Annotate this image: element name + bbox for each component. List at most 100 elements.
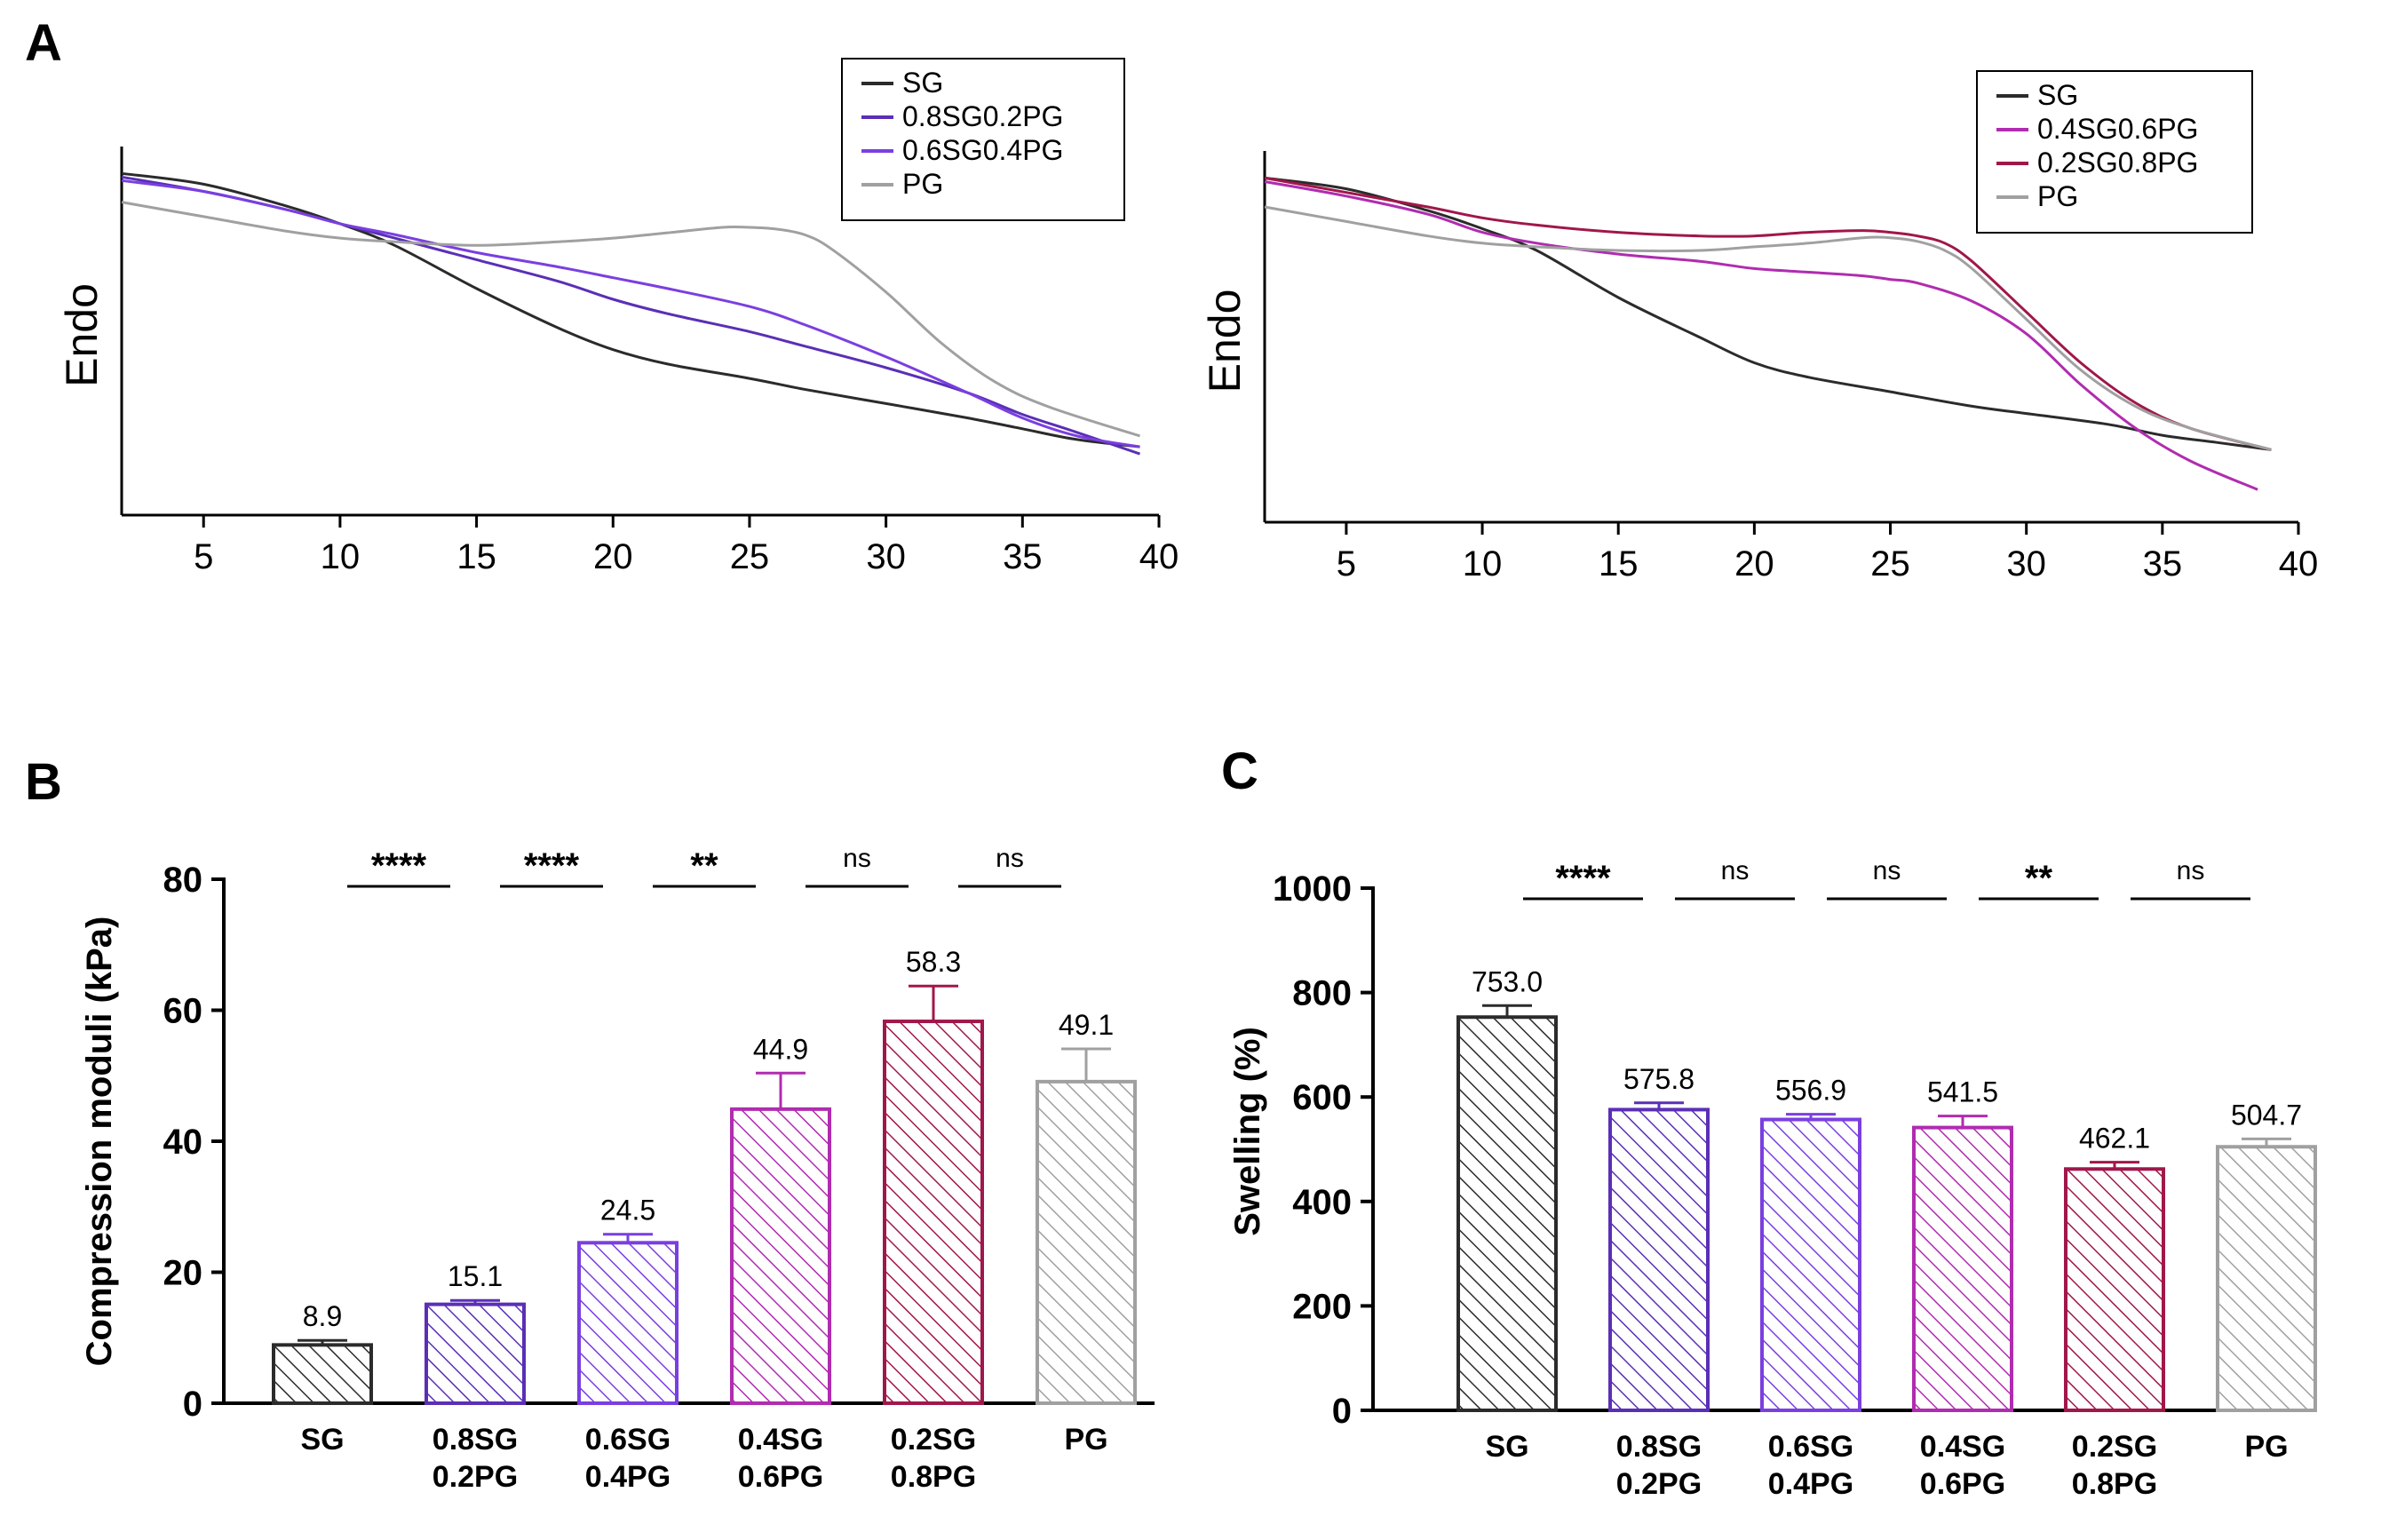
bar-value-label: 556.9 (1775, 1075, 1846, 1107)
legend-entry: 0.8SG0.2PG (902, 100, 1063, 132)
y-axis-label: Endo (1200, 290, 1250, 393)
bar-0.6SG0.4PG (1760, 1117, 1861, 1413)
y-tick-label: 40 (163, 1123, 203, 1162)
series-line-SG (1264, 176, 2272, 451)
significance-label: **** (1555, 859, 1611, 898)
chart-a-left: 5 10 15 20 25 30 35 40 Endo SG0.8SG0.2PG0.6SG0.4P… (57, 58, 1179, 576)
y-tick-label: 200 (1292, 1287, 1352, 1326)
x-tick-label: 30 (2006, 544, 2046, 583)
x-tick-label: 20 (593, 537, 633, 576)
x-tick-label: 5 (1337, 544, 1356, 583)
category-label: 0.2SG (2072, 1430, 2157, 1464)
panel-letter-c: C (1221, 742, 1258, 800)
category-label-line2: 0.6PG (1920, 1467, 2005, 1501)
significance-label: ns (843, 844, 871, 873)
y-axis-label: Endo (57, 283, 107, 387)
legend-entry: PG (902, 168, 943, 200)
series-line-0.4SG0.6PG (1264, 180, 2258, 491)
x-tick-label: 40 (2279, 544, 2319, 583)
bar-0.8SG0.2PG (425, 1302, 526, 1405)
x-tick-label: 35 (2143, 544, 2183, 583)
chart-b-compression: 0 20 40 60 80 Compression moduli (kPa) 8.9 SG 15… (80, 844, 1155, 1494)
y-tick-label: 80 (163, 861, 203, 900)
legend-entry: SG (902, 67, 943, 99)
bar-value-label: 24.5 (600, 1195, 655, 1226)
significance-label: ns (2177, 856, 2205, 885)
bar-SG (1456, 1015, 1558, 1412)
y-axis-label: Compression moduli (kPa) (80, 917, 119, 1367)
x-tick-label: 15 (1599, 544, 1639, 583)
category-label: 0.4SG (1920, 1430, 2005, 1464)
series-line-PG (121, 201, 1140, 438)
bar-value-label: 753.0 (1472, 965, 1543, 997)
category-label: 0.6SG (585, 1423, 671, 1457)
significance-label: **** (371, 846, 427, 885)
category-label-line2: 0.4PG (585, 1460, 671, 1494)
y-tick-label: 0 (1332, 1392, 1352, 1431)
significance-label: ** (2025, 859, 2053, 898)
legend-entry: 0.2SG0.8PG (2037, 147, 2198, 179)
bar-value-label: 575.8 (1623, 1063, 1694, 1095)
significance-label: ns (1721, 856, 1750, 885)
category-label: 0.8SG (1616, 1430, 1702, 1464)
bar-value-label: 462.1 (2079, 1123, 2150, 1155)
significance-label: ns (1873, 856, 1901, 885)
series-line-PG (1264, 205, 2272, 451)
y-tick-label: 60 (163, 992, 203, 1031)
legend-box (1976, 70, 2253, 234)
category-label: 0.8SG (433, 1423, 518, 1457)
bar-value-label: 504.7 (2231, 1099, 2302, 1131)
legend-entry: SG (2037, 79, 2078, 111)
series-line-0.6SG0.4PG (121, 179, 1140, 449)
category-label-line2: 0.8PG (2072, 1467, 2157, 1501)
significance-label: **** (524, 846, 580, 885)
bar-PG (2216, 1145, 2317, 1413)
bar-value-label: 15.1 (448, 1260, 503, 1292)
category-label: SG (1485, 1430, 1528, 1464)
x-tick-label: 10 (1463, 544, 1503, 583)
category-label-line2: 0.4PG (1768, 1467, 1853, 1501)
x-tick-label: 10 (321, 537, 361, 576)
y-tick-label: 400 (1292, 1183, 1352, 1222)
category-label: PG (1064, 1423, 1107, 1457)
significance-label: ** (690, 846, 718, 885)
y-tick-label: 600 (1292, 1078, 1352, 1117)
legend-entry: PG (2037, 180, 2078, 212)
series-line-SG (121, 171, 1140, 449)
bar-0.2SG0.8PG (883, 1020, 984, 1405)
y-tick-label: 800 (1292, 974, 1352, 1013)
bar-value-label: 49.1 (1059, 1009, 1114, 1041)
category-label-line2: 0.2PG (1616, 1467, 1702, 1501)
category-label: 0.4SG (738, 1423, 823, 1457)
bar-SG (272, 1343, 373, 1406)
category-label: 0.6SG (1768, 1430, 1853, 1464)
legend-entry: 0.6SG0.4PG (902, 134, 1063, 166)
panel-letter-a: A (25, 14, 62, 72)
bar-value-label: 541.5 (1927, 1076, 1998, 1108)
panel-letter-b: B (25, 753, 62, 811)
x-tick-label: 25 (730, 537, 770, 576)
significance-label: ns (996, 844, 1024, 873)
bar-value-label: 44.9 (753, 1033, 808, 1065)
x-tick-label: 30 (866, 537, 906, 576)
category-label-line2: 0.2PG (433, 1460, 518, 1494)
bar-0.6SG0.4PG (577, 1241, 679, 1405)
category-label-line2: 0.6PG (738, 1460, 823, 1494)
bar-0.4SG0.6PG (1912, 1125, 2013, 1413)
x-tick-label: 5 (194, 537, 213, 576)
bar-value-label: 8.9 (303, 1300, 342, 1332)
bar-value-label: 58.3 (906, 946, 961, 978)
category-label: 0.2SG (891, 1423, 976, 1457)
legend-box (841, 58, 1125, 221)
y-axis-label: Swelling (%) (1228, 1027, 1267, 1236)
x-tick-label: 25 (1870, 544, 1910, 583)
y-tick-label: 0 (183, 1385, 202, 1424)
chart-a-right: 5 10 15 20 25 30 35 40 Endo SG0.4SG0.6PG0.2SG0.8P… (1200, 70, 2319, 583)
series-line-0.2SG0.8PG (1264, 176, 2272, 451)
x-tick-label: 35 (1003, 537, 1043, 576)
y-tick-label: 20 (163, 1254, 203, 1293)
bar-0.8SG0.2PG (1608, 1107, 1710, 1412)
